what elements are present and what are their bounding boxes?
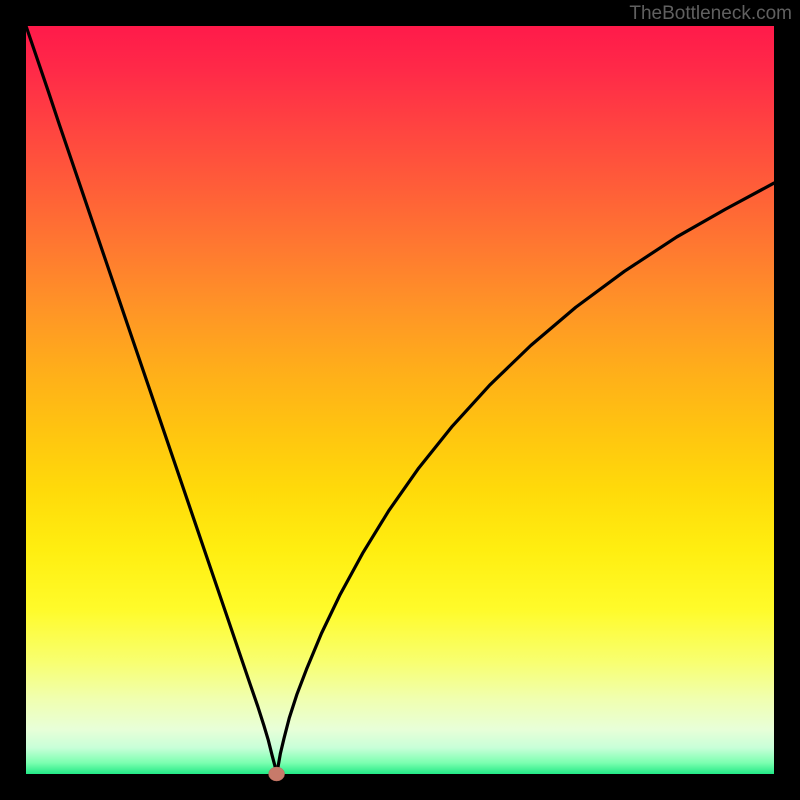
chart-svg [0,0,800,800]
min-point-marker [269,767,285,781]
watermark-text: TheBottleneck.com [629,3,792,25]
plot-background [26,26,774,774]
bottleneck-chart: TheBottleneck.com [0,0,800,800]
